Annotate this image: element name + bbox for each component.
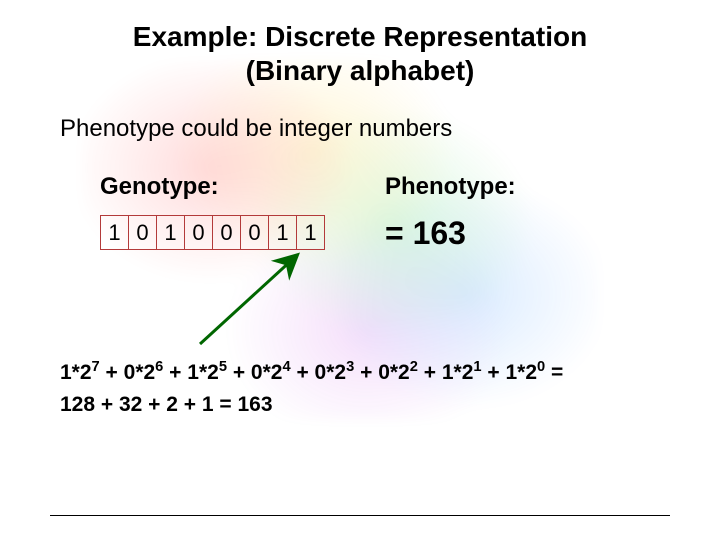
genotype-column: Genotype: 10100011 [60,173,325,250]
bit-row: 10100011 [101,216,325,250]
bit-cell: 0 [129,216,157,250]
slide-subtitle: Phenotype could be integer numbers [60,115,660,143]
bit-cell: 1 [157,216,185,250]
slide-title: Example: Discrete Representation (Binary… [60,20,660,87]
arrow-icon [60,258,660,348]
arrow-container [60,258,660,348]
title-line-1: Example: Discrete Representation [60,20,660,54]
phenotype-column: Phenotype: = 163 [385,173,516,252]
bit-cell: 1 [297,216,325,250]
bit-cell: 1 [101,216,129,250]
expansion-line-2: 128 + 32 + 2 + 1 = 163 [60,389,660,421]
expansion-block: 1*27 + 0*26 + 1*25 + 0*24 + 0*23 + 0*22 … [60,356,660,420]
slide-content: Example: Discrete Representation (Binary… [60,20,660,420]
slide: Example: Discrete Representation (Binary… [0,0,720,540]
title-line-2: (Binary alphabet) [60,54,660,88]
bit-table: 10100011 [100,215,325,250]
expansion-line-1: 1*27 + 0*26 + 1*25 + 0*24 + 0*23 + 0*22 … [60,356,660,389]
phenotype-label: Phenotype: [385,173,516,201]
phenotype-result: = 163 [385,215,516,252]
bit-cell: 0 [213,216,241,250]
genotype-label: Genotype: [100,173,325,201]
bottom-rule [50,515,670,516]
bit-cell: 0 [241,216,269,250]
bit-cell: 0 [185,216,213,250]
bit-cell: 1 [269,216,297,250]
columns: Genotype: 10100011 Phenotype: = 163 [60,173,660,252]
